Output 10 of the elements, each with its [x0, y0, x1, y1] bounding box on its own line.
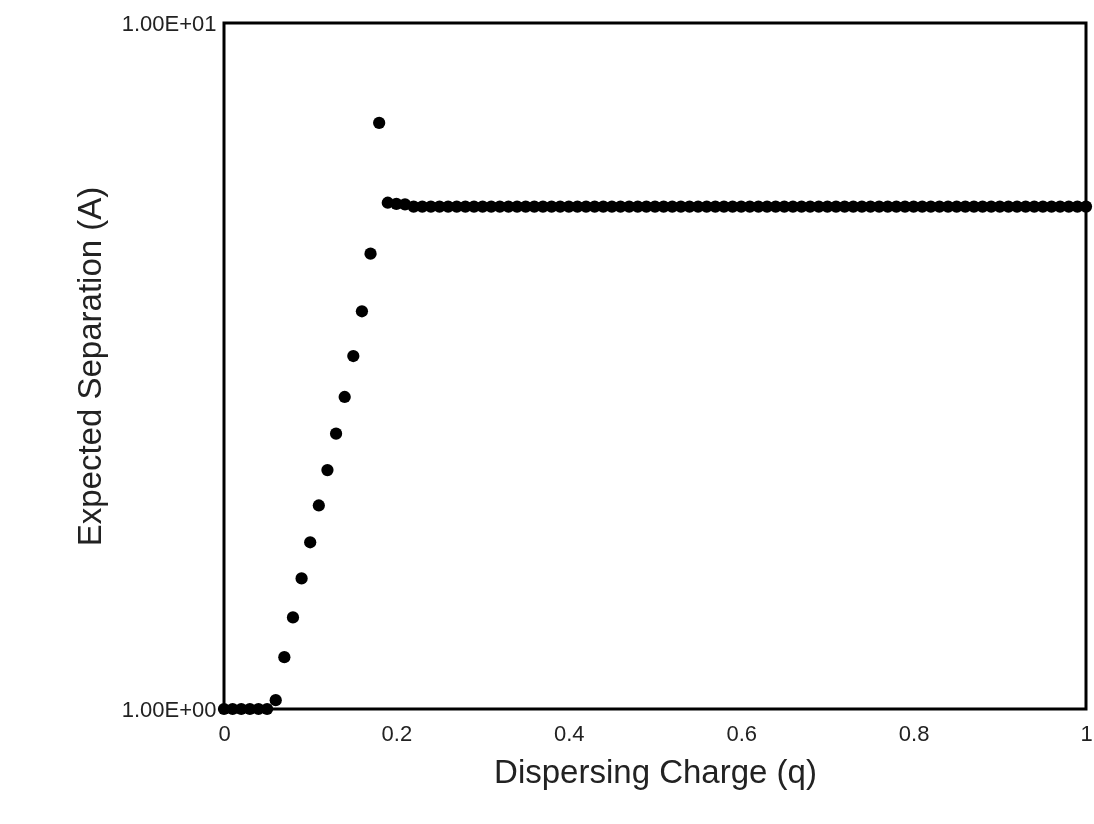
y-axis-title: Expected Separation (A) [70, 186, 108, 547]
x-tick-label: 1 [1080, 720, 1093, 746]
y-tick-label: 1.00E+00 [121, 696, 217, 722]
x-tick-label: 0.6 [726, 720, 757, 746]
x-tick-label: 0.2 [381, 720, 413, 746]
y-tick-label: 1.00E+01 [121, 10, 217, 36]
x-tick-label: 0.8 [898, 720, 930, 746]
x-tick-label: 0.4 [554, 720, 585, 746]
x-tick-label: 0 [218, 720, 231, 746]
x-axis-title: Dispersing Charge (q) [494, 752, 817, 790]
